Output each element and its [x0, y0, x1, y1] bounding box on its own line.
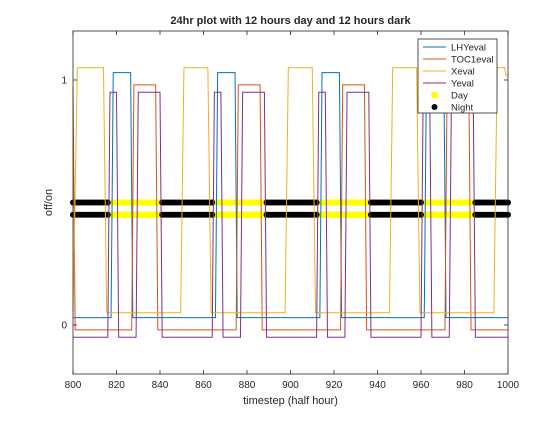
x-tick-label: 860 — [195, 380, 212, 391]
legend-label-lhyeval: LHYeval — [451, 43, 486, 54]
legend-label-night: Night — [451, 103, 474, 114]
axis-ticks: 800 820 840 860 880 900 920 940 960 980 1000 0 1 — [61, 31, 520, 391]
x-axis-label: timestep (half hour) — [243, 395, 338, 407]
legend-label-toc1eval: TOC1eval — [451, 55, 494, 66]
x-tick-label: 800 — [65, 380, 82, 391]
y-tick-label: 0 — [61, 321, 67, 332]
chart-title: 24hr plot with 12 hours day and 12 hours… — [170, 15, 411, 27]
series-line-xeval — [72, 67, 508, 314]
x-tick-label: 960 — [413, 380, 430, 391]
x-tick-label: 980 — [456, 380, 473, 391]
legend-label-yeval: Yeval — [451, 79, 474, 90]
x-tick-label: 1000 — [497, 380, 520, 391]
x-tick-label: 940 — [369, 380, 386, 391]
x-tick-label: 840 — [152, 380, 169, 391]
y-axis-label: off/on — [43, 189, 55, 216]
legend-swatch-night — [431, 104, 438, 110]
legend-swatch-day — [431, 92, 438, 98]
y-tick-label: 1 — [61, 76, 67, 87]
x-tick-label: 900 — [282, 380, 299, 391]
x-tick-label: 880 — [239, 380, 256, 391]
x-tick-label: 820 — [108, 380, 125, 391]
series-line-yeval — [73, 91, 508, 338]
legend-label-xeval: Xeval — [451, 67, 475, 78]
legend-box — [417, 38, 498, 114]
legend-label-day: Day — [451, 91, 468, 102]
x-tick-label: 920 — [326, 380, 343, 391]
